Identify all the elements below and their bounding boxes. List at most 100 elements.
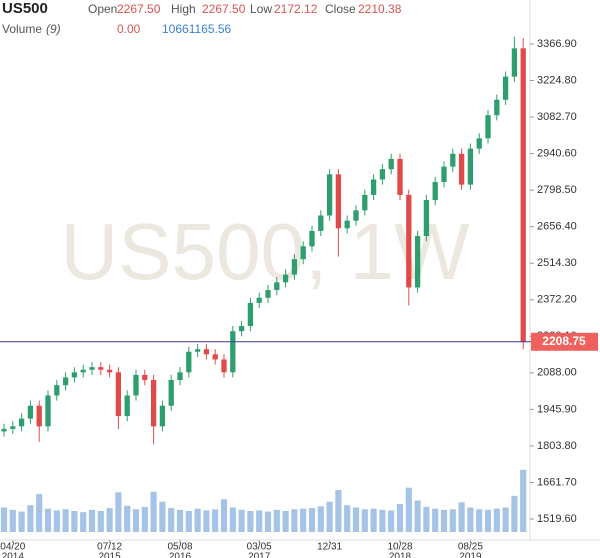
volume-bar [396, 504, 404, 532]
candle-body [458, 153, 465, 185]
y-tick-label: 2656.40 [537, 221, 577, 233]
candle-body [370, 179, 377, 195]
volume-bar [379, 509, 386, 532]
candle-body [45, 395, 51, 427]
candle-body [115, 372, 122, 417]
candle-body [150, 380, 157, 427]
volume-bar [493, 508, 500, 532]
volume-bar [132, 509, 140, 532]
volume-bar [405, 487, 412, 532]
candle-body [62, 377, 69, 386]
candle-body [450, 153, 456, 167]
volume-bar [176, 509, 184, 532]
candle-body [194, 349, 201, 352]
volume-bar [502, 507, 509, 532]
volume-bar [300, 508, 307, 532]
low-value: 2172.12 [274, 2, 318, 16]
volume-bar [36, 494, 43, 532]
candle-body [1, 428, 7, 432]
volume-bar [168, 508, 175, 532]
volume-bar [282, 511, 289, 532]
candle-body [502, 76, 509, 100]
volume-bar [203, 510, 210, 532]
candle-body [36, 405, 42, 427]
volume-bar [88, 509, 96, 532]
last-price-label: 2208.75 [542, 334, 586, 348]
candle-body [282, 274, 289, 283]
volume-bar [476, 509, 483, 532]
candle-body [133, 374, 139, 396]
volume-bar [53, 510, 60, 532]
volume-label: Volume [2, 22, 43, 36]
candle-body [344, 220, 350, 229]
x-tick-year: 2015 [98, 552, 121, 558]
candle-body [265, 290, 271, 298]
volume-bar [449, 509, 456, 532]
candle-body [335, 174, 342, 229]
candle-body [520, 48, 526, 342]
close-value: 2210.38 [358, 2, 402, 16]
candle-body [221, 359, 227, 373]
candle-body [80, 369, 86, 373]
x-tick-year: 2017 [248, 552, 271, 558]
candle-body [326, 174, 333, 216]
volume-bar [326, 501, 333, 532]
volume-bar [467, 507, 474, 532]
candle-body [397, 158, 403, 195]
volume-bar [484, 509, 492, 532]
candle-body [212, 354, 218, 360]
volume-bar [414, 500, 421, 532]
volume-bar [423, 506, 430, 532]
symbol: US500 [2, 0, 48, 17]
x-tick-label: 12/31 [317, 542, 342, 553]
volume-bar [212, 509, 219, 532]
volume-bar [194, 508, 201, 532]
candle-body [106, 369, 113, 373]
x-tick-year: 2016 [169, 552, 192, 558]
low-label: Low [250, 2, 273, 16]
x-tick-label: 07/12 [97, 542, 122, 553]
candle-body [142, 374, 148, 381]
volume-bar [27, 505, 34, 532]
x-tick-year: 2018 [389, 552, 412, 558]
candle-body [291, 259, 298, 275]
volume-bar [71, 511, 78, 532]
candle-body [159, 405, 166, 427]
volume-bar [115, 492, 122, 532]
candle-body [247, 302, 254, 327]
x-tick-label: 03/05 [247, 542, 272, 553]
volume-bar [344, 505, 351, 532]
y-tick-label: 2798.50 [537, 184, 577, 196]
candle-body [203, 349, 210, 355]
candle-body [186, 351, 192, 373]
candle-body [71, 372, 78, 378]
volume-bar [80, 512, 87, 532]
volume-bar [0, 507, 8, 532]
candle-body [168, 380, 174, 406]
candle-body [18, 418, 25, 427]
volume-bar [264, 511, 272, 532]
x-tick-label: 10/28 [387, 542, 412, 553]
candle-body [494, 99, 500, 116]
x-tick-year: 2019 [459, 552, 482, 558]
volume-bar [352, 507, 360, 532]
volume-bar [273, 509, 280, 532]
candle-body [54, 385, 60, 396]
candle-body [511, 48, 518, 77]
y-tick-label: 3082.70 [537, 111, 577, 123]
volume-period: (9) [46, 22, 61, 36]
candle-body [124, 395, 130, 417]
x-tick-label: 08/25 [458, 542, 483, 553]
candle-body [89, 367, 95, 370]
volume-bar [106, 508, 113, 532]
y-tick-label: 3366.90 [537, 38, 577, 50]
y-tick-label: 2940.60 [537, 148, 577, 160]
volume-bar [185, 511, 192, 532]
y-tick-label: 1661.70 [537, 476, 577, 488]
x-tick-year: 2014 [2, 552, 25, 558]
volume-bar [291, 509, 298, 532]
volume-bar [511, 495, 518, 532]
volume-bar [361, 509, 368, 532]
